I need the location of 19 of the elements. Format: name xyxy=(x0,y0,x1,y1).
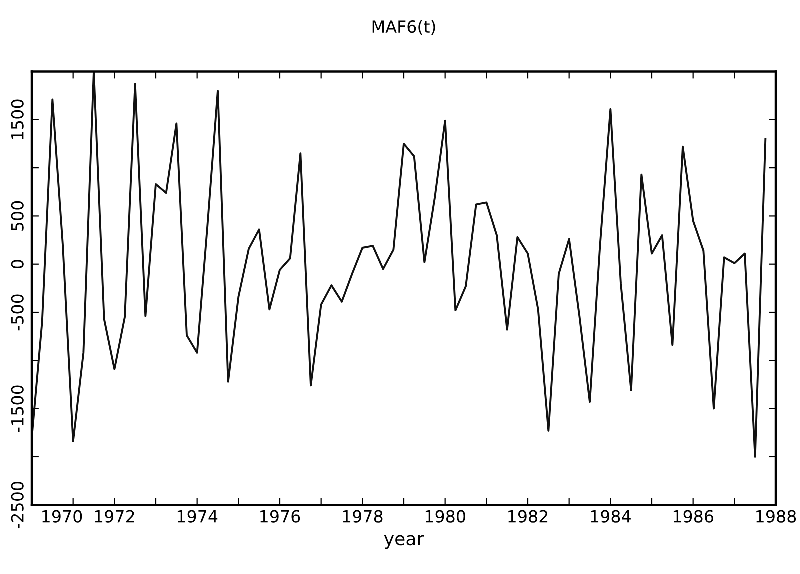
y-tick-label: -1500 xyxy=(11,386,24,432)
y-tick-label: 1500 xyxy=(11,100,24,140)
y-tick-label: 500 xyxy=(11,201,24,231)
y-tick-label: 0 xyxy=(11,260,24,269)
x-tick-label: 1970 xyxy=(42,510,82,523)
y-tick-label: -2500 xyxy=(11,482,24,529)
x-tick-label: 1974 xyxy=(178,510,218,523)
y-tick-label: -500 xyxy=(11,294,24,331)
line-series xyxy=(32,72,767,458)
x-tick-label: 1976 xyxy=(260,510,300,523)
x-tick-label: 1986 xyxy=(674,510,714,523)
x-tick-label: 1982 xyxy=(508,510,548,523)
x-tick-label: 1972 xyxy=(95,510,134,523)
x-tick-label: 1988 xyxy=(756,510,796,523)
x-tick-label: 1984 xyxy=(591,510,631,523)
chart-title: MAF6(t) xyxy=(372,20,436,36)
x-tick-label: 1980 xyxy=(426,510,466,523)
x-axis-title: year xyxy=(384,535,424,550)
x-tick-label: 1978 xyxy=(343,510,383,523)
